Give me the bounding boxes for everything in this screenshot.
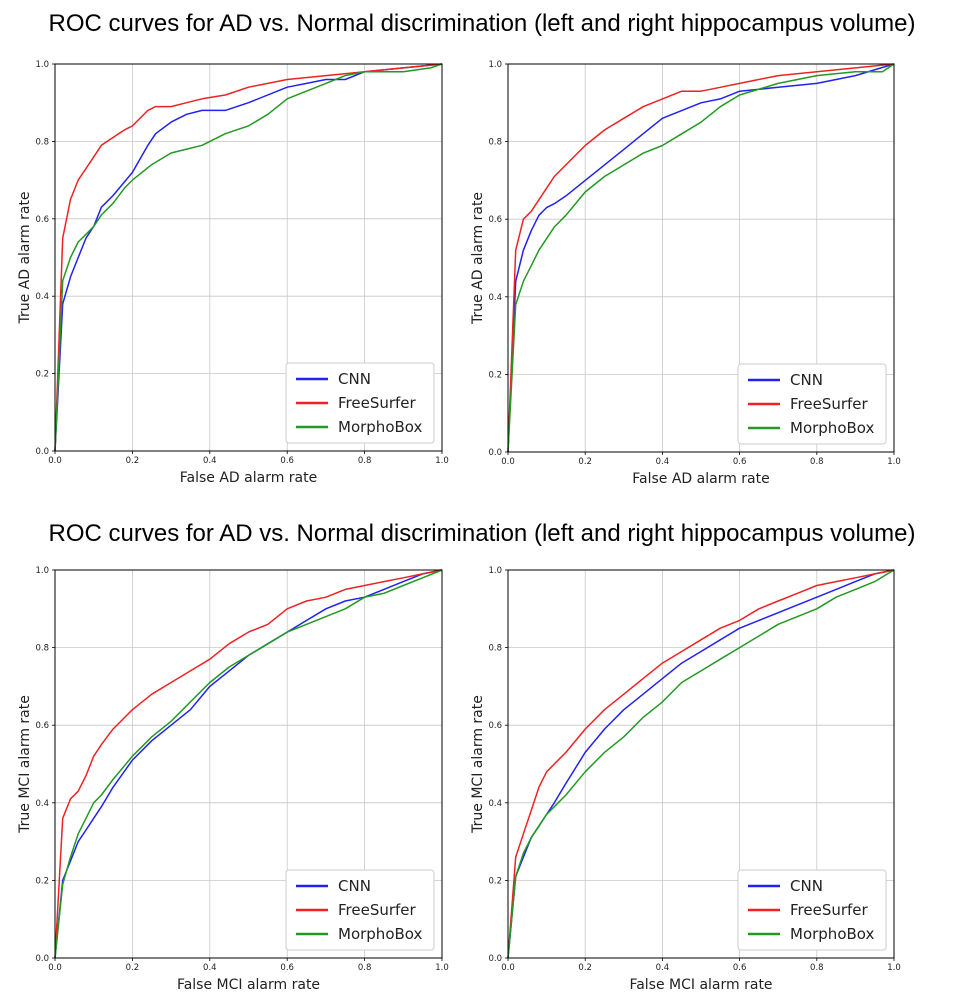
x-tick-label: 0.6 <box>733 457 747 467</box>
y-tick-label: 0.8 <box>488 644 502 654</box>
y-tick-label: 0.4 <box>488 799 502 809</box>
legend-label-cnn: CNN <box>790 371 823 389</box>
y-tick-label: 1.0 <box>488 566 502 576</box>
series-line-cnn <box>54 63 443 452</box>
y-tick-label: 1.0 <box>488 60 502 70</box>
x-tick-label: 0.4 <box>656 457 670 467</box>
plot-frame <box>507 569 895 959</box>
x-tick-label: 0.6 <box>280 456 294 466</box>
legend-label-morphobox: MorphoBox <box>338 418 422 436</box>
y-axis-label: True MCI alarm rate <box>470 695 486 834</box>
section-title-top: ROC curves for AD vs. Normal discriminat… <box>48 10 916 37</box>
x-tick-label: 0.4 <box>203 963 217 973</box>
y-tick-label: 0.0 <box>488 954 502 964</box>
y-tick-label: 0.6 <box>488 215 502 225</box>
x-tick-label: 0.0 <box>501 963 515 973</box>
y-axis-label: True MCI alarm rate <box>17 695 33 834</box>
y-tick-label: 0.2 <box>35 876 49 886</box>
legend-label-cnn: CNN <box>338 370 371 388</box>
plot-frame <box>507 63 895 453</box>
legend-label-cnn: CNN <box>790 877 823 895</box>
x-tick-label: 0.0 <box>48 963 62 973</box>
legend-box <box>737 869 887 951</box>
series-line-freesurfer <box>507 569 895 959</box>
legend-box <box>285 362 435 444</box>
x-axis-label: False AD alarm rate <box>632 471 769 487</box>
y-tick-label: 0.0 <box>488 448 502 458</box>
legend-label-morphobox: MorphoBox <box>790 419 874 437</box>
x-tick-label: 1.0 <box>887 457 901 467</box>
series-line-freesurfer <box>54 569 443 959</box>
x-tick-label: 0.8 <box>810 457 824 467</box>
y-tick-label: 0.6 <box>35 215 49 225</box>
x-tick-label: 0.2 <box>578 963 592 973</box>
legend-label-freesurfer: FreeSurfer <box>338 901 417 919</box>
y-tick-label: 0.4 <box>35 799 49 809</box>
legend-label-freesurfer: FreeSurfer <box>790 395 869 413</box>
series-line-morphobox <box>507 569 895 959</box>
roc-chart-bottom-left: 0.0 0.2 0.4 0.6 0.8 1.0 0.0 0.2 0.4 0.6 0.8 1.0 Fals… <box>17 566 449 993</box>
y-tick-label: 0.8 <box>488 138 502 148</box>
plot-frame <box>54 63 443 452</box>
legend-label-cnn: CNN <box>338 877 371 895</box>
y-tick-label: 0.6 <box>35 721 49 731</box>
x-tick-label: 0.0 <box>48 456 62 466</box>
roc-chart-top-left: 0.0 0.2 0.4 0.6 0.8 1.0 0.0 0.2 0.4 0.6 0.8 1.0 Fals… <box>17 60 449 486</box>
x-tick-label: 1.0 <box>435 963 449 973</box>
roc-chart-bottom-right: 0.0 0.2 0.4 0.6 0.8 1.0 0.0 0.2 0.4 0.6 0.8 1.0 Fals… <box>470 566 901 993</box>
x-tick-label: 0.2 <box>126 963 140 973</box>
x-tick-label: 0.8 <box>810 963 824 973</box>
y-axis-label: True AD alarm rate <box>17 191 33 324</box>
series-line-morphobox <box>507 63 895 453</box>
x-tick-label: 0.2 <box>578 457 592 467</box>
legend-label-freesurfer: FreeSurfer <box>338 394 417 412</box>
x-tick-label: 0.6 <box>733 963 747 973</box>
y-tick-label: 0.2 <box>488 370 502 380</box>
y-tick-label: 0.2 <box>488 876 502 886</box>
section-title-bottom: ROC curves for AD vs. Normal discriminat… <box>48 520 916 547</box>
x-tick-label: 0.4 <box>203 456 217 466</box>
series-line-cnn <box>507 63 895 453</box>
y-tick-label: 0.8 <box>35 644 49 654</box>
x-axis-label: False AD alarm rate <box>180 470 317 486</box>
x-tick-label: 0.2 <box>126 456 140 466</box>
y-axis-label: True AD alarm rate <box>470 192 486 325</box>
y-tick-label: 1.0 <box>35 566 49 576</box>
y-tick-label: 0.4 <box>488 293 502 303</box>
y-tick-label: 0.2 <box>35 370 49 380</box>
x-tick-label: 0.4 <box>656 963 670 973</box>
series-line-freesurfer <box>54 63 443 452</box>
x-tick-label: 0.6 <box>280 963 294 973</box>
y-tick-label: 0.6 <box>488 721 502 731</box>
y-tick-label: 0.0 <box>35 447 49 457</box>
x-tick-label: 0.0 <box>501 457 515 467</box>
x-tick-label: 0.8 <box>358 456 372 466</box>
plot-frame <box>54 569 443 959</box>
legend-box <box>285 869 435 951</box>
legend-box <box>737 363 887 445</box>
x-tick-label: 0.8 <box>358 963 372 973</box>
y-tick-label: 1.0 <box>35 60 49 70</box>
x-axis-label: False MCI alarm rate <box>177 977 320 993</box>
series-line-freesurfer <box>507 63 895 453</box>
legend-label-morphobox: MorphoBox <box>338 925 422 943</box>
x-axis-label: False MCI alarm rate <box>629 977 772 993</box>
series-line-morphobox <box>54 63 443 452</box>
legend-label-morphobox: MorphoBox <box>790 925 874 943</box>
y-tick-label: 0.0 <box>35 954 49 964</box>
x-tick-label: 1.0 <box>435 456 449 466</box>
y-tick-label: 0.4 <box>35 292 49 302</box>
series-line-morphobox <box>54 569 443 959</box>
roc-chart-top-right: 0.0 0.2 0.4 0.6 0.8 1.0 0.0 0.2 0.4 0.6 0.8 1.0 Fals… <box>470 60 901 487</box>
y-tick-label: 0.8 <box>35 137 49 147</box>
x-tick-label: 1.0 <box>887 963 901 973</box>
legend-label-freesurfer: FreeSurfer <box>790 901 869 919</box>
